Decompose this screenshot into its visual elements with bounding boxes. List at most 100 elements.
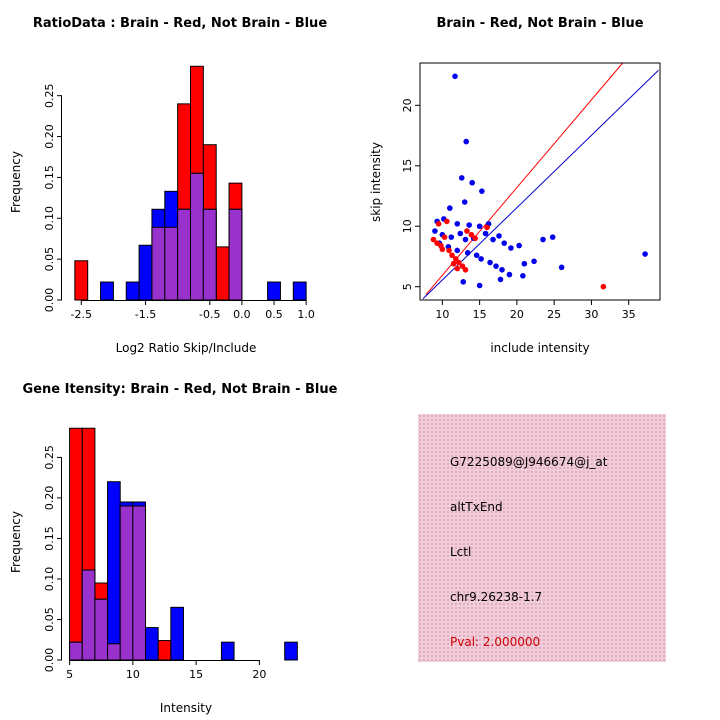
x-tick-label: 1.0 (297, 308, 315, 321)
scatter-point (521, 260, 528, 267)
scatter-point (447, 205, 453, 211)
scatter-point (469, 179, 475, 186)
scatter-point (464, 250, 471, 256)
x-tick-label: -1.5 (135, 308, 156, 321)
hist-bar-overlap (94, 598, 109, 661)
hist-bar-red (157, 640, 172, 661)
x-tick-label: 10 (435, 308, 449, 321)
y-tick-label: 0.10 (43, 567, 56, 592)
scatter-point (520, 273, 526, 279)
hist-bar-blue (292, 281, 307, 301)
pval-text: Pval: 2.000000 (450, 635, 541, 649)
x-tick-label: 20 (510, 308, 524, 321)
scatter-point (473, 252, 480, 259)
x-tick-label: 15 (473, 308, 487, 321)
scatter-point (487, 259, 493, 266)
scatter-point (558, 264, 565, 271)
x-tick-label: 10 (126, 668, 140, 681)
chromosome-location-text: chr9.26238-1.7 (450, 590, 543, 604)
hist-bar-overlap (69, 641, 83, 661)
x-tick-label: 30 (584, 308, 598, 321)
scatter-point (463, 138, 470, 145)
scatter-point (497, 276, 504, 283)
y-tick-label: 10 (401, 219, 414, 233)
scatter-point (454, 247, 461, 254)
scatter-point (496, 233, 502, 239)
scatter-point (454, 265, 461, 272)
y-tick-label: 0.00 (43, 648, 56, 673)
scatter-point (446, 247, 452, 254)
y-tick-label: 0.25 (43, 83, 56, 108)
scatter-point (462, 236, 469, 243)
scatter-point (432, 228, 438, 234)
scatter-point (476, 223, 483, 230)
scatter-point (452, 73, 458, 80)
scatter-point (455, 259, 462, 266)
y-tick-label: 20 (401, 98, 414, 112)
x-tick-label: 25 (547, 308, 561, 321)
scatter-point (462, 266, 469, 273)
hist-bar-blue (125, 281, 140, 301)
scatter-point (508, 245, 514, 251)
brain-fit-line (425, 62, 624, 295)
scatter-point (642, 251, 648, 257)
scatter-yaxis-label: skip intensity (369, 142, 383, 222)
intensity-scatter-chart: 10 15 20 25 30 35 5 10 15 20 (401, 62, 661, 321)
gene-info-box: G7225089@J946674@j_at altTxEnd Lctl chr9.26… (418, 414, 666, 662)
plot-box (419, 62, 661, 301)
scatter-point (441, 234, 448, 240)
hist-bar-blue (100, 281, 114, 301)
hist-bar-blue (107, 481, 121, 661)
hist-bar-blue (145, 627, 159, 661)
y-tick-label: 0.25 (43, 445, 56, 470)
y-tick-label: 0.10 (43, 206, 56, 231)
hist-bar-red (74, 260, 89, 301)
scatter-title: Brain - Red, Not Brain - Blue (436, 16, 644, 31)
alt-event-type-text: altTxEnd (450, 500, 503, 514)
ratio-hist-title: RatioData : Brain - Red, Not Brain - Blu… (32, 16, 328, 31)
scatter-point (458, 175, 465, 181)
scatter-point (478, 256, 484, 262)
hist-bar-blue (220, 641, 235, 661)
scatter-point (479, 188, 485, 194)
scatter-point (448, 234, 455, 240)
x-tick-label: 0.0 (233, 308, 251, 321)
x-tick-label: -0.5 (199, 308, 220, 321)
hist-bar-overlap (164, 226, 179, 301)
hist-bar-red (215, 246, 230, 301)
hist-bar-red (69, 427, 83, 661)
scatter-point (490, 236, 496, 243)
hist-bar-overlap (202, 208, 217, 301)
x-tick-label: 0.5 (265, 308, 283, 321)
gene-hist-yaxis-label: Frequency (9, 511, 23, 573)
x-tick-label: 15 (189, 668, 203, 681)
probe-id-text: G7225089@J946674@j_at (450, 455, 608, 469)
y-tick-label: 0.00 (43, 288, 56, 313)
x-tick-label: 35 (622, 308, 636, 321)
hist-bar-overlap (132, 505, 147, 661)
ratio-hist-yaxis-label: Frequency (9, 151, 23, 213)
hist-bar-blue (284, 641, 298, 661)
scatter-point (472, 235, 478, 242)
y-tick-label: 0.05 (43, 247, 56, 272)
scatter-point (531, 258, 537, 265)
gene-hist-title: Gene Itensity: Brain - Red, Not Brain - … (22, 382, 338, 397)
x-tick-label: 20 (252, 668, 266, 681)
scatter-point (499, 266, 505, 273)
scatter-point (450, 260, 457, 267)
scatter-point (468, 231, 475, 238)
hist-bar-overlap (119, 505, 134, 661)
scatter-point (435, 221, 442, 227)
y-tick-label: 0.05 (43, 607, 56, 632)
y-tick-label: 0.15 (43, 165, 56, 190)
scatter-point (449, 252, 455, 259)
scatter-point (506, 271, 513, 278)
hist-bar-overlap (81, 569, 96, 661)
scatter-point (516, 242, 522, 249)
scatter-point (466, 222, 472, 228)
hist-bar-overlap (107, 643, 121, 661)
hist-bar-overlap (189, 172, 204, 301)
scatter-point (476, 282, 483, 289)
x-tick-label: -2.5 (71, 308, 92, 321)
gene-symbol-text: Lctl (450, 545, 472, 559)
